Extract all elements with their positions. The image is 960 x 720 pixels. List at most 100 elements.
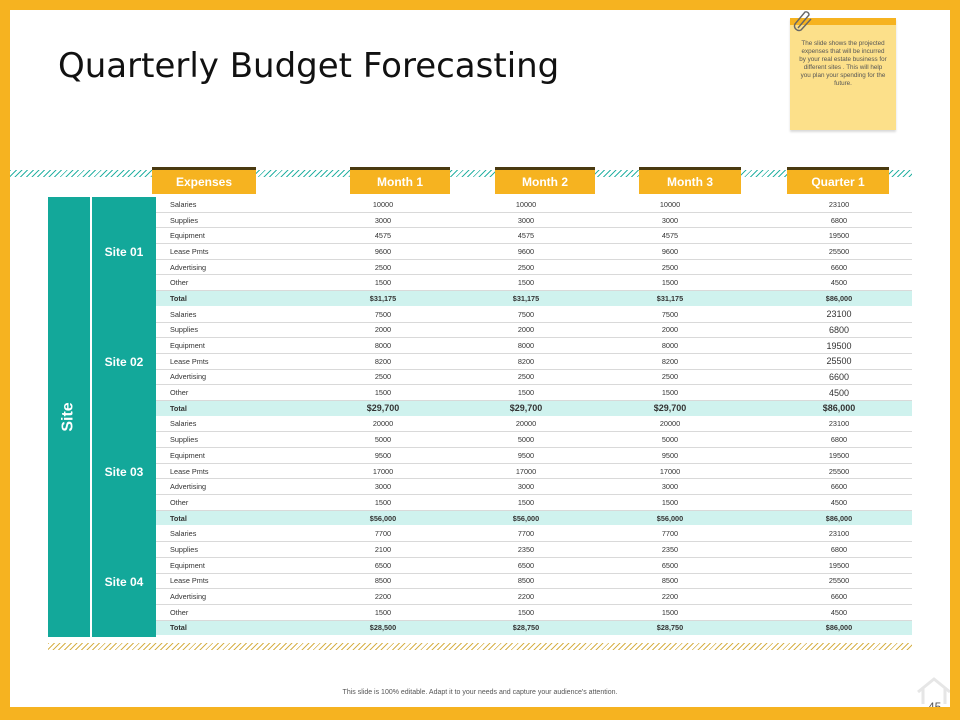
table-cell-m2: 10000	[515, 199, 537, 209]
table-total-row: Total $56,000 $56,000 $56,000 $86,000	[156, 510, 912, 527]
table-cell-q: 4500	[830, 607, 848, 617]
table-cell-label: Advertising	[170, 262, 207, 272]
table-cell-m2: 1500	[517, 388, 535, 398]
table-cell-m1: 2500	[374, 372, 392, 382]
footer-text: This slide is 100% editable. Adapt it to…	[342, 689, 618, 696]
table-cell-m2: 8200	[517, 356, 535, 366]
table-cell-m3: 4575	[661, 231, 679, 241]
table-cell-label: Supplies	[170, 435, 198, 445]
table-cell-q: 6600	[830, 482, 848, 492]
table-cell-m1: 7500	[374, 309, 392, 319]
table-cell-m1: 1500	[374, 278, 392, 288]
table-cell-m1: 1500	[374, 607, 392, 617]
table-cell-q: 4500	[830, 497, 848, 507]
table-cell-label: Other	[170, 388, 189, 398]
table-cell-q: $86,000	[822, 403, 856, 414]
table-cell-q: 19500	[826, 340, 852, 351]
table-cell-m1: 9500	[374, 450, 392, 460]
table-row: Supplies 5000 5000 5000 6800	[156, 432, 912, 448]
table-cell-m2: 9600	[517, 246, 535, 256]
table-row: Salaries 10000 10000 10000 23100	[156, 197, 912, 213]
table-row: Salaries 7500 7500 7500 23100	[156, 307, 912, 323]
header-month-3: Month 3	[639, 167, 741, 194]
table-cell-m2: $31,175	[512, 293, 540, 303]
site-label-01: Site 01	[92, 197, 156, 307]
table-cell-q: 25500	[826, 356, 852, 367]
table-cell-m2: 8500	[517, 576, 535, 586]
table-cell-m2: 2350	[517, 544, 535, 554]
table-cell-m2: 20000	[515, 419, 537, 429]
table-cell-m3: 8200	[661, 356, 679, 366]
table-cell-q: 19500	[828, 560, 850, 570]
table-cell-label: Advertising	[170, 592, 207, 602]
table-cell-m3: 1500	[661, 278, 679, 288]
table-cell-q: 23100	[828, 419, 850, 429]
header-month-1: Month 1	[350, 167, 450, 194]
table-cell-m3: 1500	[661, 497, 679, 507]
table-cell-q: 23100	[826, 309, 852, 320]
table-cell-m2: 3000	[517, 482, 535, 492]
page-number: 45	[928, 700, 942, 707]
table-cell-label: Advertising	[170, 372, 207, 382]
table-cell-m3: 5000	[661, 435, 679, 445]
table-cell-m1: 8200	[374, 356, 392, 366]
table-cell-q: $86,000	[825, 293, 853, 303]
table-cell-q: 19500	[828, 231, 850, 241]
table-cell-m1: $56,000	[369, 513, 397, 523]
header-hatch-band	[10, 170, 912, 177]
table-cell-label: Salaries	[170, 309, 197, 319]
table-cell-m2: 5000	[517, 435, 535, 445]
table-cell-q: $86,000	[825, 513, 853, 523]
header-month-2: Month 2	[495, 167, 595, 194]
table-cell-label: Total	[170, 513, 187, 523]
table-row: Equipment 9500 9500 9500 19500	[156, 448, 912, 464]
table-cell-m3: 9500	[661, 450, 679, 460]
table-cell-label: Equipment	[170, 231, 205, 241]
table-cell-m2: $28,750	[512, 623, 540, 633]
table-cell-m3: 2000	[661, 325, 679, 335]
table-cell-q: 25500	[828, 466, 850, 476]
table-row: Lease Pmts 8500 8500 8500 25500	[156, 574, 912, 590]
header-expenses: Expenses	[152, 167, 256, 194]
table-cell-m1: $29,700	[366, 403, 400, 414]
table-total-row: Total $28,500 $28,750 $28,750 $86,000	[156, 620, 912, 637]
table-cell-m1: $28,500	[369, 623, 397, 633]
table-cell-m3: 10000	[659, 199, 681, 209]
table-cell-m3: 6500	[661, 560, 679, 570]
footer-hatch-band	[48, 643, 912, 650]
table-row: Lease Pmts 17000 17000 17000 25500	[156, 464, 912, 480]
table-cell-q: 4500	[830, 278, 848, 288]
table-cell-q: 23100	[828, 529, 850, 539]
table-cell-m1: 4575	[374, 231, 392, 241]
table-cell-m3: 20000	[659, 419, 681, 429]
table-cell-label: Lease Pmts	[170, 576, 209, 586]
table-cell-m3: 1500	[661, 607, 679, 617]
table-cell-m1: 2100	[374, 544, 392, 554]
table-cell-m3: 2500	[661, 372, 679, 382]
table-cell-label: Supplies	[170, 544, 198, 554]
table-cell-m2: 7700	[517, 529, 535, 539]
table-cell-m1: 20000	[372, 419, 394, 429]
table-cell-label: Supplies	[170, 215, 198, 225]
table-cell-label: Salaries	[170, 419, 197, 429]
table-row: Lease Pmts 9600 9600 9600 25500	[156, 244, 912, 260]
table-cell-label: Total	[170, 623, 187, 633]
table-cell-q: 25500	[828, 576, 850, 586]
table-cell-q: 6800	[830, 215, 848, 225]
table-cell-m3: 3000	[661, 482, 679, 492]
table-cell-m2: $29,700	[509, 403, 543, 414]
table-cell-q: 6600	[830, 592, 848, 602]
table-cell-q: 6800	[828, 324, 850, 335]
table-cell-m3: $31,175	[656, 293, 684, 303]
table-cell-m3: $56,000	[656, 513, 684, 523]
table-cell-q: 6600	[830, 262, 848, 272]
table-row: Equipment 6500 6500 6500 19500	[156, 558, 912, 574]
table-row: Other 1500 1500 1500 4500	[156, 275, 912, 292]
table-cell-m2: 2500	[517, 372, 535, 382]
table-row: Lease Pmts 8200 8200 8200 25500	[156, 354, 912, 370]
table-cell-label: Other	[170, 607, 189, 617]
table-cell-label: Total	[170, 293, 187, 303]
site-axis-label: Site	[60, 402, 77, 432]
slide: Quarterly Budget Forecasting The slide s…	[10, 10, 950, 707]
table-cell-m2: 1500	[517, 607, 535, 617]
